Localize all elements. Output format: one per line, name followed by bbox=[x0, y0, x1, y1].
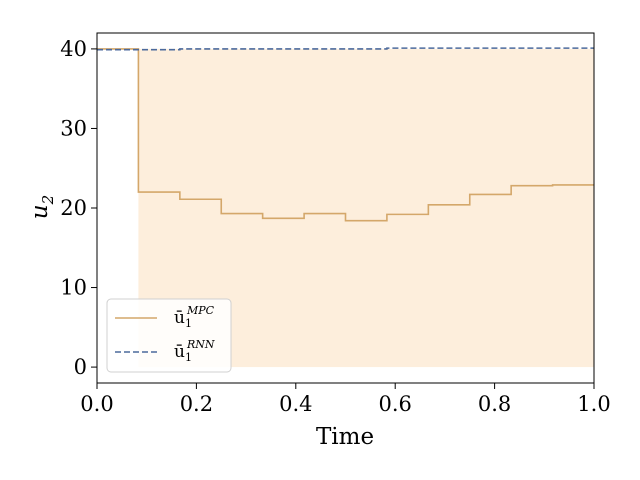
y-axis-label-sub: 2 bbox=[39, 195, 57, 206]
legend-label-mpc-base: ū bbox=[174, 308, 185, 328]
x-tick-label: 1.0 bbox=[577, 392, 610, 416]
y-tick-label: 10 bbox=[60, 276, 87, 300]
x-axis-label: Time bbox=[316, 424, 374, 450]
y-tick-label: 0 bbox=[74, 355, 87, 379]
y-tick-label: 20 bbox=[60, 196, 87, 220]
axes: 0.0 0.2 0.4 0.6 0.8 1.0 0 10 20 30 40 bbox=[60, 32, 611, 416]
y-tick-label: 30 bbox=[60, 116, 87, 140]
x-tick-label: 0.8 bbox=[478, 392, 511, 416]
legend-label-rnn-sub: 1 bbox=[185, 351, 192, 364]
y-axis-label: u2 bbox=[27, 195, 57, 219]
series-line-mpc bbox=[97, 48, 594, 222]
y-tick-label: 40 bbox=[60, 37, 87, 61]
legend-label-rnn: ū1RNN bbox=[174, 338, 215, 364]
legend-label-rnn-sup: RNN bbox=[186, 338, 215, 351]
x-tick-label: 0.4 bbox=[279, 392, 312, 416]
x-tick-label: 0.0 bbox=[80, 392, 113, 416]
series-line-rnn bbox=[97, 47, 594, 51]
legend-label-mpc-sub: 1 bbox=[185, 317, 192, 330]
legend-label-mpc-sup: MPC bbox=[186, 304, 215, 317]
y-axis-label-base: u bbox=[27, 204, 53, 219]
legend-label-rnn-base: ū bbox=[174, 342, 185, 362]
x-tick-label: 0.2 bbox=[180, 392, 213, 416]
legend: ū1MPC ū1RNN bbox=[106, 298, 232, 373]
legend-label-mpc: ū1MPC bbox=[174, 304, 215, 330]
x-tick-label: 0.6 bbox=[378, 392, 411, 416]
